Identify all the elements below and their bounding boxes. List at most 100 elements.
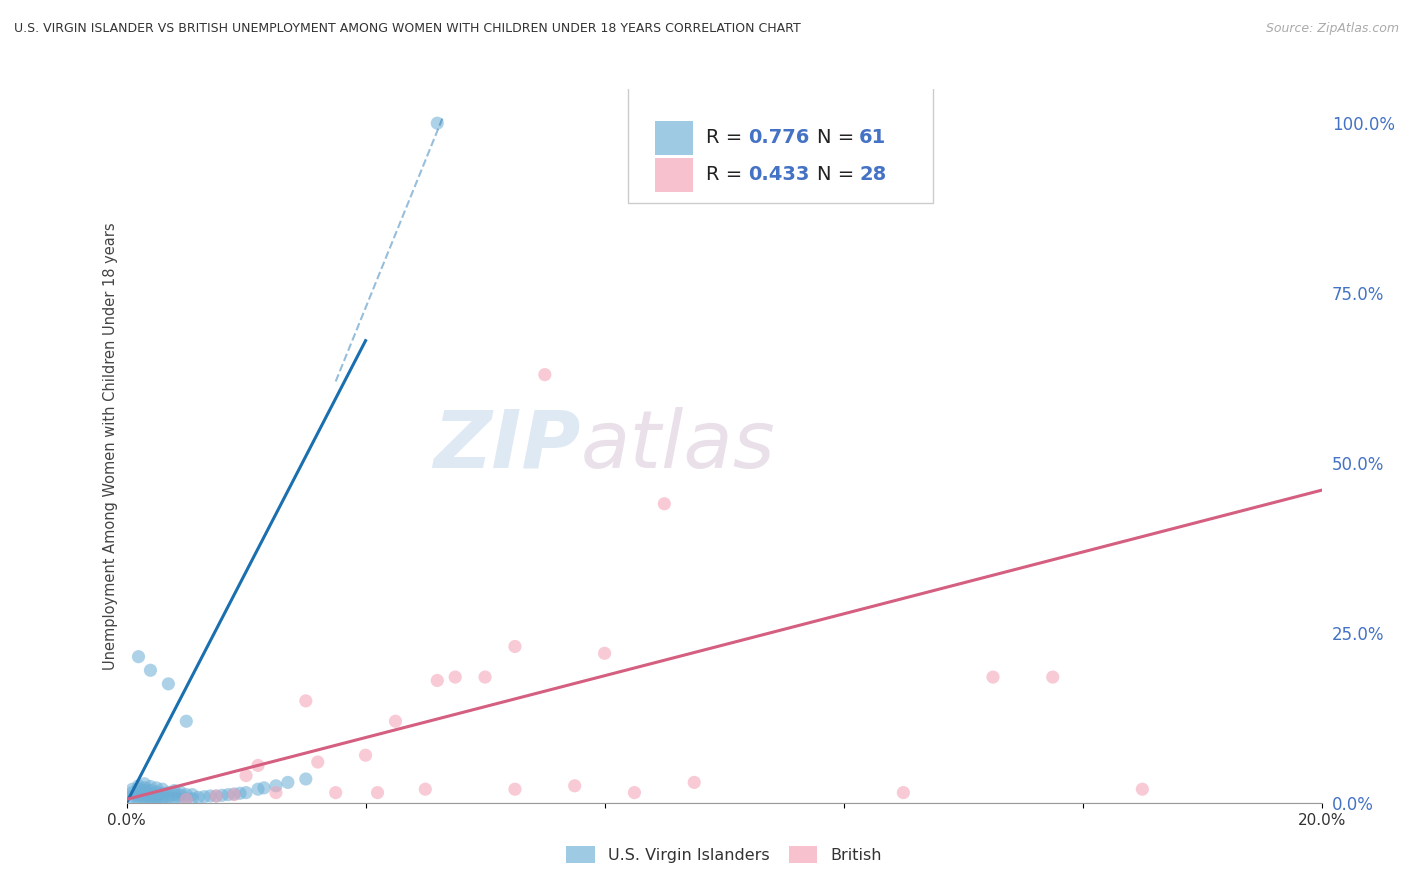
FancyBboxPatch shape (655, 120, 693, 155)
Point (235, 786, 257, 800)
Point (163, 788, 186, 802)
Point (127, 789, 149, 803)
Point (134, 777, 156, 791)
Point (564, 779, 586, 793)
Point (145, 790, 167, 805)
Y-axis label: Unemployment Among Women with Children Under 18 years: Unemployment Among Women with Children U… (103, 222, 118, 670)
Point (229, 786, 252, 800)
Point (134, 780, 156, 795)
Point (247, 782, 270, 797)
Point (121, 786, 143, 800)
Point (152, 793, 174, 807)
Text: 0.433: 0.433 (748, 165, 810, 185)
Point (163, 783, 186, 797)
Point (127, 649, 149, 664)
Point (1130, 782, 1153, 797)
Point (253, 780, 276, 795)
Point (193, 789, 215, 804)
Text: ZIP: ZIP (433, 407, 581, 485)
Point (127, 792, 149, 806)
Point (139, 790, 162, 805)
Point (134, 790, 156, 805)
Point (139, 793, 162, 807)
Text: 61: 61 (859, 128, 886, 147)
Point (222, 787, 246, 801)
Point (145, 785, 167, 799)
Point (652, 497, 675, 511)
Point (426, 116, 449, 130)
Point (235, 769, 257, 783)
Point (157, 789, 180, 803)
Point (121, 782, 143, 797)
Point (503, 782, 526, 797)
Point (145, 793, 167, 807)
Point (157, 792, 180, 806)
Point (307, 755, 329, 769)
Point (169, 789, 191, 803)
Point (384, 714, 406, 729)
Point (294, 772, 316, 786)
Point (354, 748, 377, 763)
Point (623, 786, 645, 800)
Point (127, 786, 149, 800)
Text: 28: 28 (859, 165, 886, 185)
Point (893, 786, 915, 800)
Point (134, 792, 156, 806)
Point (169, 792, 191, 806)
Point (683, 775, 706, 789)
Point (366, 786, 388, 800)
Point (474, 670, 496, 684)
Point (222, 788, 246, 802)
Point (200, 789, 222, 803)
Text: atlas: atlas (581, 407, 776, 485)
Point (503, 640, 526, 654)
Point (139, 783, 162, 797)
FancyBboxPatch shape (655, 158, 693, 192)
Point (426, 673, 449, 688)
Text: N =: N = (817, 128, 860, 147)
Text: U.S. VIRGIN ISLANDER VS BRITISH UNEMPLOYMENT AMONG WOMEN WITH CHILDREN UNDER 18 : U.S. VIRGIN ISLANDER VS BRITISH UNEMPLOY… (14, 22, 801, 36)
Point (247, 758, 270, 772)
Point (152, 786, 174, 800)
Point (277, 775, 299, 789)
Text: N =: N = (817, 165, 860, 185)
Point (145, 780, 167, 795)
FancyBboxPatch shape (628, 86, 934, 203)
Text: Source: ZipAtlas.com: Source: ZipAtlas.com (1265, 22, 1399, 36)
Point (139, 788, 162, 802)
Point (157, 677, 180, 691)
Text: R =: R = (706, 128, 748, 147)
Point (134, 788, 156, 802)
Point (121, 792, 143, 806)
Point (145, 788, 167, 802)
Point (174, 788, 197, 802)
Point (415, 782, 437, 797)
Point (205, 789, 228, 803)
Point (181, 791, 204, 805)
Point (152, 782, 174, 797)
Text: R =: R = (706, 165, 748, 185)
Point (217, 788, 239, 802)
Point (181, 788, 204, 802)
Point (127, 782, 149, 797)
Point (294, 694, 316, 708)
Point (134, 783, 156, 797)
Point (127, 779, 149, 793)
Point (325, 786, 347, 800)
Point (169, 785, 191, 799)
Legend: U.S. Virgin Islanders, British: U.S. Virgin Islanders, British (560, 839, 889, 870)
Point (593, 646, 616, 660)
Point (174, 791, 197, 805)
Point (534, 368, 557, 382)
Point (157, 786, 180, 800)
Point (174, 714, 197, 729)
Point (163, 791, 186, 805)
Point (187, 790, 209, 805)
Point (211, 789, 233, 803)
Point (139, 663, 162, 677)
Point (981, 670, 1004, 684)
Point (152, 790, 174, 805)
Point (264, 779, 287, 793)
Point (174, 792, 197, 806)
Point (121, 789, 143, 803)
